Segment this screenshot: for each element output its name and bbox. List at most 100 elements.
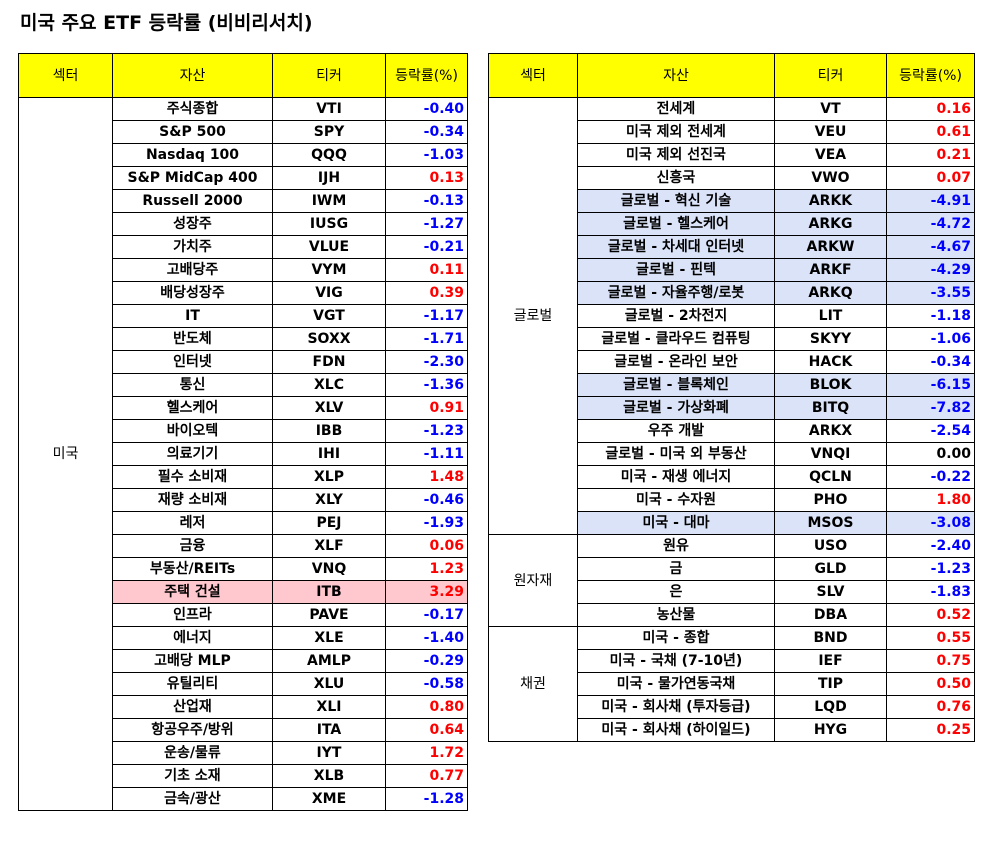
ticker-cell: VGT	[272, 304, 386, 328]
change-cell: -4.72	[886, 212, 975, 236]
sector-cell: 글로벌	[488, 97, 578, 535]
asset-cell: 배당성장주	[112, 281, 273, 305]
asset-cell: 헬스케어	[112, 396, 273, 420]
ticker-cell: VYM	[272, 258, 386, 282]
table-row: 글로벌 - 온라인 보안 HACK -0.34	[489, 350, 975, 374]
asset-cell: 미국 - 국채 (7-10년)	[577, 649, 775, 673]
asset-cell: 레저	[112, 511, 273, 535]
change-cell: -0.58	[385, 672, 468, 696]
ticker-cell: PHO	[774, 488, 887, 512]
header-change: 등락률(%)	[385, 53, 468, 98]
ticker-cell: BITQ	[774, 396, 887, 420]
change-cell: 1.48	[385, 465, 468, 489]
asset-cell: 글로벌 - 핀텍	[577, 258, 775, 282]
table-row: 의료기기 IHI -1.11	[19, 442, 468, 466]
table-row: 글로벌 - 혁신 기술 ARKK -4.91	[489, 189, 975, 213]
change-cell: -7.82	[886, 396, 975, 420]
us-etf-rows: 미국 주식종합 VTI -0.40 S&P 500 SPY -0.34 Nasdaq 100 Q…	[18, 97, 468, 811]
asset-cell: 미국 제외 선진국	[577, 143, 775, 167]
change-cell: -1.28	[385, 787, 468, 811]
change-cell: -2.54	[886, 419, 975, 443]
change-cell: -3.08	[886, 511, 975, 535]
header-ticker: 티커	[774, 53, 887, 98]
asset-cell: 은	[577, 580, 775, 604]
change-cell: -3.55	[886, 281, 975, 305]
change-cell: -0.13	[385, 189, 468, 213]
table-row: 주택 건설 ITB 3.29	[19, 580, 468, 604]
ticker-cell: XLU	[272, 672, 386, 696]
table-row: 금 GLD -1.23	[489, 557, 975, 581]
table-row: S&P MidCap 400 IJH 0.13	[19, 166, 468, 190]
ticker-cell: IWM	[272, 189, 386, 213]
ticker-cell: VIG	[272, 281, 386, 305]
change-cell: 0.11	[385, 258, 468, 282]
change-cell: -1.71	[385, 327, 468, 351]
ticker-cell: SOXX	[272, 327, 386, 351]
change-cell: -0.29	[385, 649, 468, 673]
asset-cell: 전세계	[577, 97, 775, 121]
sector-cell: 원자재	[488, 534, 578, 627]
change-cell: 0.76	[886, 695, 975, 719]
ticker-cell: ARKW	[774, 235, 887, 259]
asset-cell: 가치주	[112, 235, 273, 259]
ticker-cell: XLE	[272, 626, 386, 650]
change-cell: -0.21	[385, 235, 468, 259]
change-cell: -6.15	[886, 373, 975, 397]
sector-cell: 미국	[18, 97, 113, 811]
asset-cell: 금속/광산	[112, 787, 273, 811]
ticker-cell: GLD	[774, 557, 887, 581]
asset-cell: S&P 500	[112, 120, 273, 144]
ticker-cell: DBA	[774, 603, 887, 627]
ticker-cell: TIP	[774, 672, 887, 696]
table-row: 글로벌 - 블록체인 BLOK -6.15	[489, 373, 975, 397]
ticker-cell: SPY	[272, 120, 386, 144]
ticker-cell: VNQI	[774, 442, 887, 466]
ticker-cell: ARKX	[774, 419, 887, 443]
ticker-cell: SKYY	[774, 327, 887, 351]
asset-cell: 미국 - 대마	[577, 511, 775, 535]
ticker-cell: SLV	[774, 580, 887, 604]
header-change: 등락률(%)	[886, 53, 975, 98]
asset-cell: 에너지	[112, 626, 273, 650]
table-row: 글로벌 - 가상화폐 BITQ -7.82	[489, 396, 975, 420]
change-cell: -2.40	[886, 534, 975, 558]
change-cell: -0.46	[385, 488, 468, 512]
change-cell: 1.23	[385, 557, 468, 581]
asset-cell: 글로벌 - 혁신 기술	[577, 189, 775, 213]
asset-cell: Russell 2000	[112, 189, 273, 213]
ticker-cell: IHI	[272, 442, 386, 466]
ticker-cell: VLUE	[272, 235, 386, 259]
ticker-cell: ARKK	[774, 189, 887, 213]
ticker-cell: VWO	[774, 166, 887, 190]
table-row: 미국 - 회사채 (하이일드) HYG 0.25	[489, 718, 975, 742]
asset-cell: 농산물	[577, 603, 775, 627]
table-row: 글로벌 - 헬스케어 ARKG -4.72	[489, 212, 975, 236]
table-row: 미국 - 대마 MSOS -3.08	[489, 511, 975, 535]
change-cell: -1.18	[886, 304, 975, 328]
table-row: 글로벌 - 핀텍 ARKF -4.29	[489, 258, 975, 282]
table-row: Nasdaq 100 QQQ -1.03	[19, 143, 468, 167]
ticker-cell: IUSG	[272, 212, 386, 236]
asset-cell: 미국 - 물가연동국채	[577, 672, 775, 696]
table-row: Russell 2000 IWM -0.13	[19, 189, 468, 213]
ticker-cell: IEF	[774, 649, 887, 673]
asset-cell: 신흥국	[577, 166, 775, 190]
asset-cell: 미국 - 재생 에너지	[577, 465, 775, 489]
table-row: S&P 500 SPY -0.34	[19, 120, 468, 144]
asset-cell: 글로벌 - 2차전지	[577, 304, 775, 328]
table-row: 운송/물류 IYT 1.72	[19, 741, 468, 765]
change-cell: -1.40	[385, 626, 468, 650]
asset-cell: 글로벌 - 클라우드 컴퓨팅	[577, 327, 775, 351]
change-cell: -0.22	[886, 465, 975, 489]
asset-cell: 성장주	[112, 212, 273, 236]
table-row: 미국 제외 전세계 VEU 0.61	[489, 120, 975, 144]
header-asset: 자산	[112, 53, 273, 98]
asset-cell: IT	[112, 304, 273, 328]
ticker-cell: LIT	[774, 304, 887, 328]
ticker-cell: QQQ	[272, 143, 386, 167]
asset-cell: 기초 소재	[112, 764, 273, 788]
asset-cell: 글로벌 - 자율주행/로봇	[577, 281, 775, 305]
table-row: 미국 - 회사채 (투자등급) LQD 0.76	[489, 695, 975, 719]
change-cell: 0.50	[886, 672, 975, 696]
asset-cell: Nasdaq 100	[112, 143, 273, 167]
